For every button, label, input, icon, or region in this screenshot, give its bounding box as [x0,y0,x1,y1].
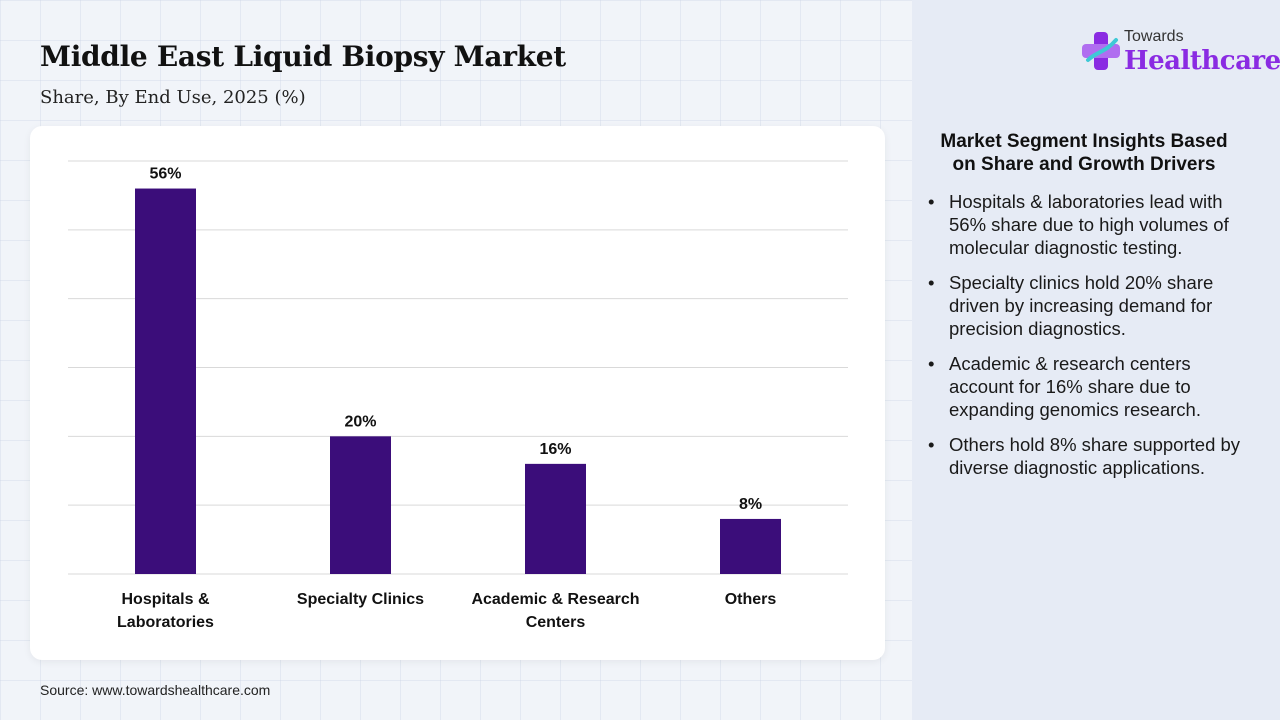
insights-list: • Hospitals & laboratories lead with 56% … [928,190,1248,491]
page-subtitle: Share, By End Use, 2025 (%) [40,87,306,108]
data-label: 16% [539,441,571,458]
insight-text: Specialty clinics hold 20% share driven … [949,272,1214,339]
data-label: 56% [149,166,181,183]
bullet-icon: • [928,272,935,293]
brand-logo[interactable]: Towards Healthcare [1080,28,1280,78]
insight-item: • Specialty clinics hold 20% share driven… [928,271,1248,340]
category-label-line: Hospitals & [121,591,209,608]
insight-text: Academic & research centers account for … [949,353,1201,420]
insight-item: • Academic & research centers account for… [928,352,1248,421]
category-label: Specialty Clinics [297,591,424,608]
cross-logo-icon [1082,32,1120,70]
insight-text: Hospitals & laboratories lead with 56% s… [949,191,1229,258]
category-label: Others [725,591,777,608]
category-label-line: Specialty Clinics [297,591,424,608]
insight-text: Others hold 8% share supported by divers… [949,434,1241,478]
category-label: Hospitals & Laboratories [117,591,214,631]
bar [330,436,391,574]
bullet-icon: • [928,353,935,374]
bullet-icon: • [928,191,935,212]
logo-main-text: Healthcare [1124,46,1280,76]
bar-chart: 56% Hospitals & Laboratories 20% Specialty C… [68,160,848,631]
bar [525,463,586,574]
category-label-line: Centers [526,614,586,631]
insights-panel [912,0,1280,720]
category-label-line: Academic & Research [471,591,639,608]
insights-title: Market Segment Insights Based on Share a… [940,131,1228,175]
logo-top-text: Towards [1124,28,1184,45]
bar [720,518,781,574]
chart-card: 56% Hospitals & Laboratories 20% Specialty C… [30,126,885,660]
page-title: Middle East Liquid Biopsy Market [40,40,566,73]
category-label: Academic & Research Centers [471,591,639,631]
data-label: 8% [739,496,762,513]
category-label-line: Laboratories [117,614,214,631]
insight-item: • Hospitals & laboratories lead with 56% … [928,190,1248,259]
bar [135,188,196,574]
data-label: 20% [344,413,376,430]
category-label-line: Others [725,591,777,608]
bullet-icon: • [928,434,935,455]
insight-item: • Others hold 8% share supported by diver… [928,433,1248,479]
source-note: Source: www.towardshealthcare.com [40,682,271,698]
